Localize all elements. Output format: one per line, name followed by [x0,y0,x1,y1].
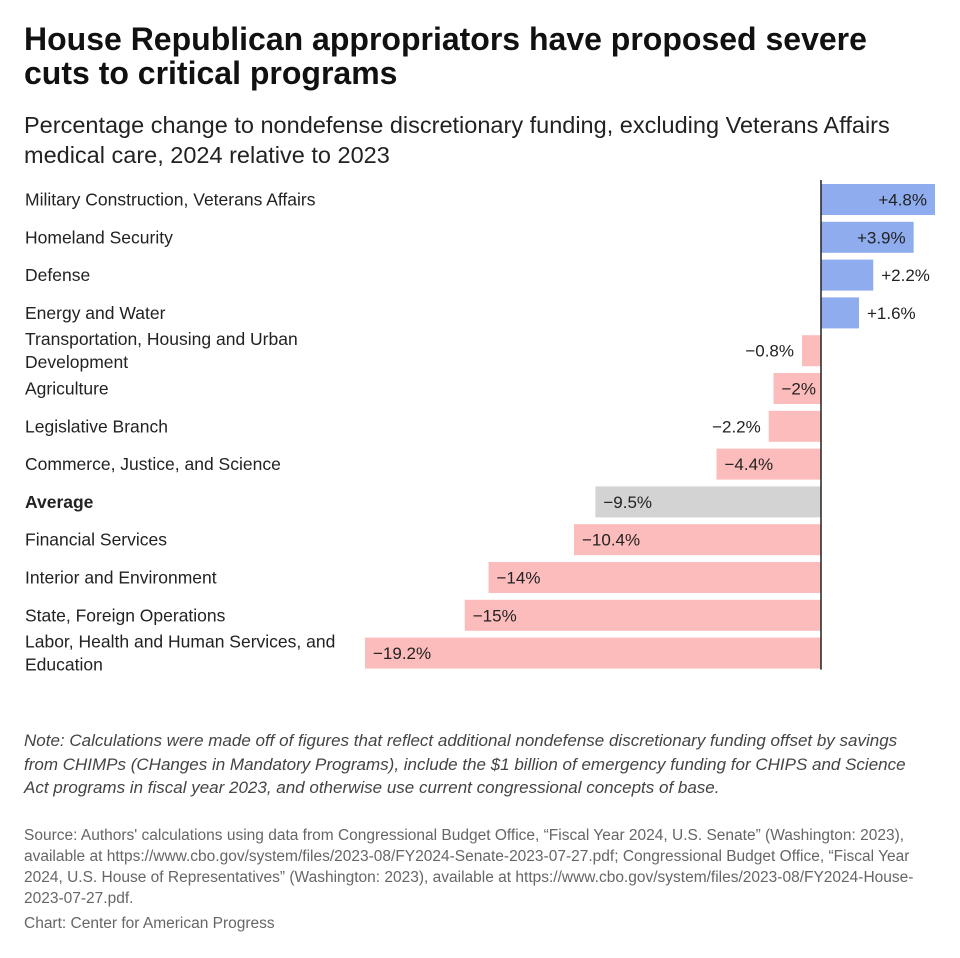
bar-6 [768,410,821,442]
category-label-line: Military Construction, Veterans Affairs [25,190,316,210]
category-label-line: Defense [25,265,90,285]
category-label-line: Homeland Security [25,227,173,247]
category-label-line: Energy and Water [25,303,166,323]
category-label-0: Military Construction, Veterans Affairs [25,190,316,210]
category-label-line: Average [25,492,94,512]
bar-4 [802,335,821,367]
bar-0 [821,184,935,215]
value-label-8: −9.5% [603,493,652,512]
bar-9 [574,524,821,556]
category-label-line: Legislative Branch [25,416,168,436]
value-label-10: −14% [497,569,541,588]
bar-10 [488,562,821,593]
category-label-line: Agriculture [25,379,109,399]
value-label-7: −4.4% [725,455,774,474]
chart-subtitle: Percentage change to nondefense discreti… [24,112,890,168]
value-label-3: +1.6% [867,304,916,323]
category-label-6: Legislative Branch [25,416,168,436]
category-label-line: Financial Services [25,530,167,550]
value-label-9: −10.4% [582,531,640,550]
category-label-12: Labor, Health and Human Services, and Edu… [25,632,335,675]
category-label-line: Labor, Health and Human Services, and [25,632,335,652]
bar-3 [821,297,859,329]
value-label-12: −19.2% [373,644,431,663]
category-label-7: Commerce, Justice, and Science [25,454,281,474]
category-label-line: Transportation, Housing and Urban [25,329,298,349]
category-label-5: Agriculture [25,379,109,399]
bar-2 [821,259,874,291]
category-label-4: Transportation, Housing and Urban Develop… [25,329,298,372]
value-label-6: −2.2% [712,417,761,436]
value-label-0: +4.8% [878,191,927,210]
category-label-10: Interior and Environment [25,568,217,588]
category-label-line: Education [25,655,103,675]
value-label-2: +2.2% [881,266,930,285]
category-label-3: Energy and Water [25,303,166,323]
bar-chart: Military Construction, Veterans Affairs +… [25,180,935,675]
category-label-line: State, Foreign Operations [25,605,226,625]
category-label-1: Homeland Security [25,227,173,247]
category-label-8: Average [25,492,94,512]
category-label-line: Development [25,352,128,372]
category-label-line: Interior and Environment [25,568,217,588]
category-label-line: Commerce, Justice, and Science [25,454,281,474]
chart-note: Note: Calculations were made off of figu… [24,731,906,797]
category-label-2: Defense [25,265,90,285]
category-label-11: State, Foreign Operations [25,605,226,625]
bar-5 [773,373,821,404]
bar-8 [595,486,821,518]
category-label-9: Financial Services [25,530,167,550]
bar-1 [821,221,914,253]
bar-7 [716,448,821,480]
chart-title: House Republican appropriators have prop… [24,21,867,91]
value-label-5: −2% [782,380,817,399]
value-label-4: −0.8% [745,342,794,361]
chart-source: Source: Authors' calculations using data… [24,827,914,907]
value-label-11: −15% [473,606,517,625]
bar-11 [464,599,821,631]
value-label-1: +3.9% [857,228,906,247]
bar-12 [365,637,821,669]
chart-credit: Chart: Center for American Progress [24,915,275,932]
